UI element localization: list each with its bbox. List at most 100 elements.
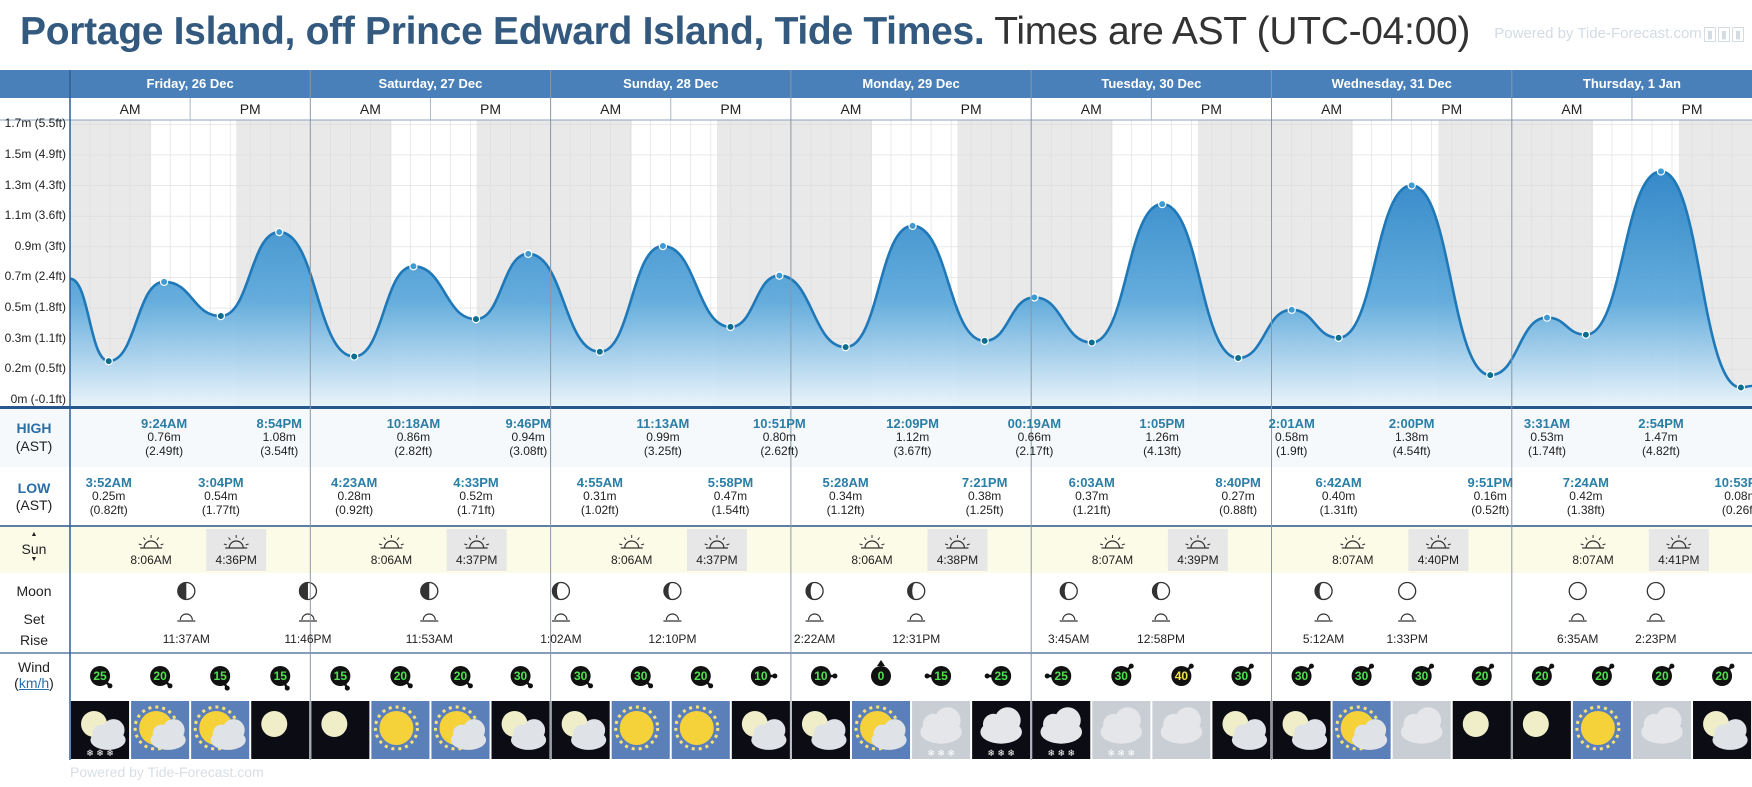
moon-phase-icon (298, 581, 318, 601)
y-tick-label: 0.5m (1.8ft) (4, 300, 66, 315)
tide-high-feet: (1.9ft) (1276, 444, 1308, 458)
wind-speed: 30 (1415, 669, 1429, 683)
moonset-icon (177, 613, 196, 622)
tide-low-feet: (1.77ft) (201, 503, 240, 517)
moon-phase-icon (1646, 581, 1665, 601)
y-tick-label: 1.5m (4.9ft) (4, 146, 66, 161)
tide-point-high (908, 221, 917, 231)
tide-low-time: 3:52AM (85, 475, 132, 490)
tide-low-time: 4:55AM (576, 475, 623, 490)
tide-point-high (1656, 167, 1666, 176)
wind-speed: 30 (573, 669, 588, 683)
row-label-moon-rise: Rise (19, 632, 48, 648)
tide-high-time: 2:54PM (1638, 416, 1684, 431)
moonset-icon (1398, 613, 1417, 622)
snow-flake: ❄ (1128, 749, 1136, 759)
moon-row-bg (0, 573, 1752, 653)
wind-speed: 30 (513, 669, 528, 683)
pm-label: PM (1441, 101, 1463, 117)
moonrise-icon (1568, 613, 1587, 622)
sunset-icon (223, 535, 249, 549)
tide-low-height: 0.52m (459, 489, 493, 503)
row-label-high: HIGH (16, 420, 52, 436)
wind-indicator (1411, 663, 1435, 686)
snow-flake: ❄ (1057, 749, 1065, 759)
weather-icon-clear-night (1452, 701, 1511, 759)
wind-indicator (1171, 663, 1194, 686)
wind-indicator (1712, 663, 1735, 686)
wind-unit-link[interactable]: km/h (18, 675, 50, 691)
tide-low-feet: (0.82ft) (89, 503, 128, 517)
tide-low-time: 6:03AM (1068, 475, 1115, 490)
weather-icon-cloudy-night (1212, 701, 1271, 759)
tide-low-height: 0.42m (1569, 489, 1603, 503)
wind-indicator (330, 666, 351, 691)
tide-high-time: 10:51PM (753, 416, 806, 431)
day-header: Sunday, 28 Dec (623, 76, 719, 91)
tide-high-height: 0.58m (1275, 430, 1309, 444)
day-header: Thursday, 1 Jan (1582, 76, 1681, 91)
snow-flake: ❄ (937, 749, 945, 759)
tide-low-feet: (0.52ft) (1471, 503, 1510, 517)
tide-high-time: 1:05PM (1139, 416, 1185, 431)
tide-high-time: 2:01AM (1268, 416, 1315, 431)
tide-point-high (524, 249, 533, 259)
tide-low-feet: (1.12ft) (826, 503, 865, 517)
sunrise-time: 8:07AM (1572, 553, 1614, 567)
tide-low-time: 9:51PM (1467, 475, 1514, 490)
tide-low-height: 0.28m (337, 489, 371, 503)
tide-high-time: 2:00PM (1388, 416, 1435, 431)
sunrise-icon (1580, 535, 1606, 549)
tide-point-low (1334, 333, 1343, 342)
wind-indicator (510, 666, 533, 689)
sunrise-time: 8:06AM (851, 553, 893, 567)
wind-speed: 30 (634, 669, 648, 683)
tide-high-time: 11:13AM (636, 416, 690, 431)
pm-label: PM (1200, 101, 1222, 117)
snow-flake: ❄ (1007, 749, 1015, 759)
tide-low-time: 10:53PM (1714, 475, 1752, 490)
tide-point-low (980, 336, 989, 346)
snow-flake: ❄ (997, 749, 1005, 759)
tide-low-height: 0.47m (713, 489, 748, 503)
wind-indicator (270, 666, 291, 691)
wind-speed: 15 (213, 669, 227, 683)
tide-point-high (1030, 293, 1039, 302)
weather-icon-clear-night (251, 701, 310, 759)
wind-speed: 25 (93, 669, 107, 683)
tide-point-low (104, 356, 113, 366)
tide-low-height: 0.16m (1473, 489, 1507, 503)
moon-phase-icon (663, 581, 682, 601)
tide-high-height: 0.76m (147, 430, 181, 444)
wind-indicator (1291, 663, 1314, 686)
wind-indicator (750, 666, 778, 686)
weather-icon-cloudy (1632, 701, 1692, 759)
day-header: Wednesday, 31 Dec (1331, 76, 1452, 91)
sunrise-icon (378, 535, 404, 549)
moon-phase-icon (177, 581, 196, 601)
weather-icon-sunny (611, 701, 670, 759)
weather-icon-partly-cloudy-day (851, 701, 911, 759)
tide-high-time: 10:18AM (386, 416, 441, 431)
tide-high-time: 3:31AM (1523, 416, 1571, 431)
wind-indicator (871, 660, 892, 686)
tide-low-time: 6:42AM (1315, 475, 1362, 490)
wind-speed: 20 (453, 669, 468, 683)
tide-high-time: 8:54PM (256, 416, 303, 431)
am-label: AM (1080, 101, 1102, 117)
moon-event-time: 12:31PM (892, 632, 941, 646)
powered-by-bottom: Powered by Tide-Forecast.com (70, 764, 264, 780)
moonset-icon (907, 613, 926, 622)
tide-low-feet: (1.31ft) (1319, 503, 1358, 517)
sunrise-time: 8:06AM (370, 553, 413, 567)
tide-low-height: 0.27m (1221, 489, 1255, 503)
moon-phase-icon (805, 581, 824, 601)
moonrise-icon (1059, 613, 1078, 622)
tide-low-time: 4:23AM (331, 475, 378, 490)
title-location: Portage Island, off Prince Edward Island… (20, 10, 985, 53)
tide-high-height: 1.12m (895, 430, 930, 444)
pm-label: PM (1681, 101, 1703, 117)
weather-icon-sunny (371, 701, 430, 759)
moon-event-time: 11:37AM (162, 632, 210, 646)
day-header: Monday, 29 Dec (862, 76, 960, 91)
